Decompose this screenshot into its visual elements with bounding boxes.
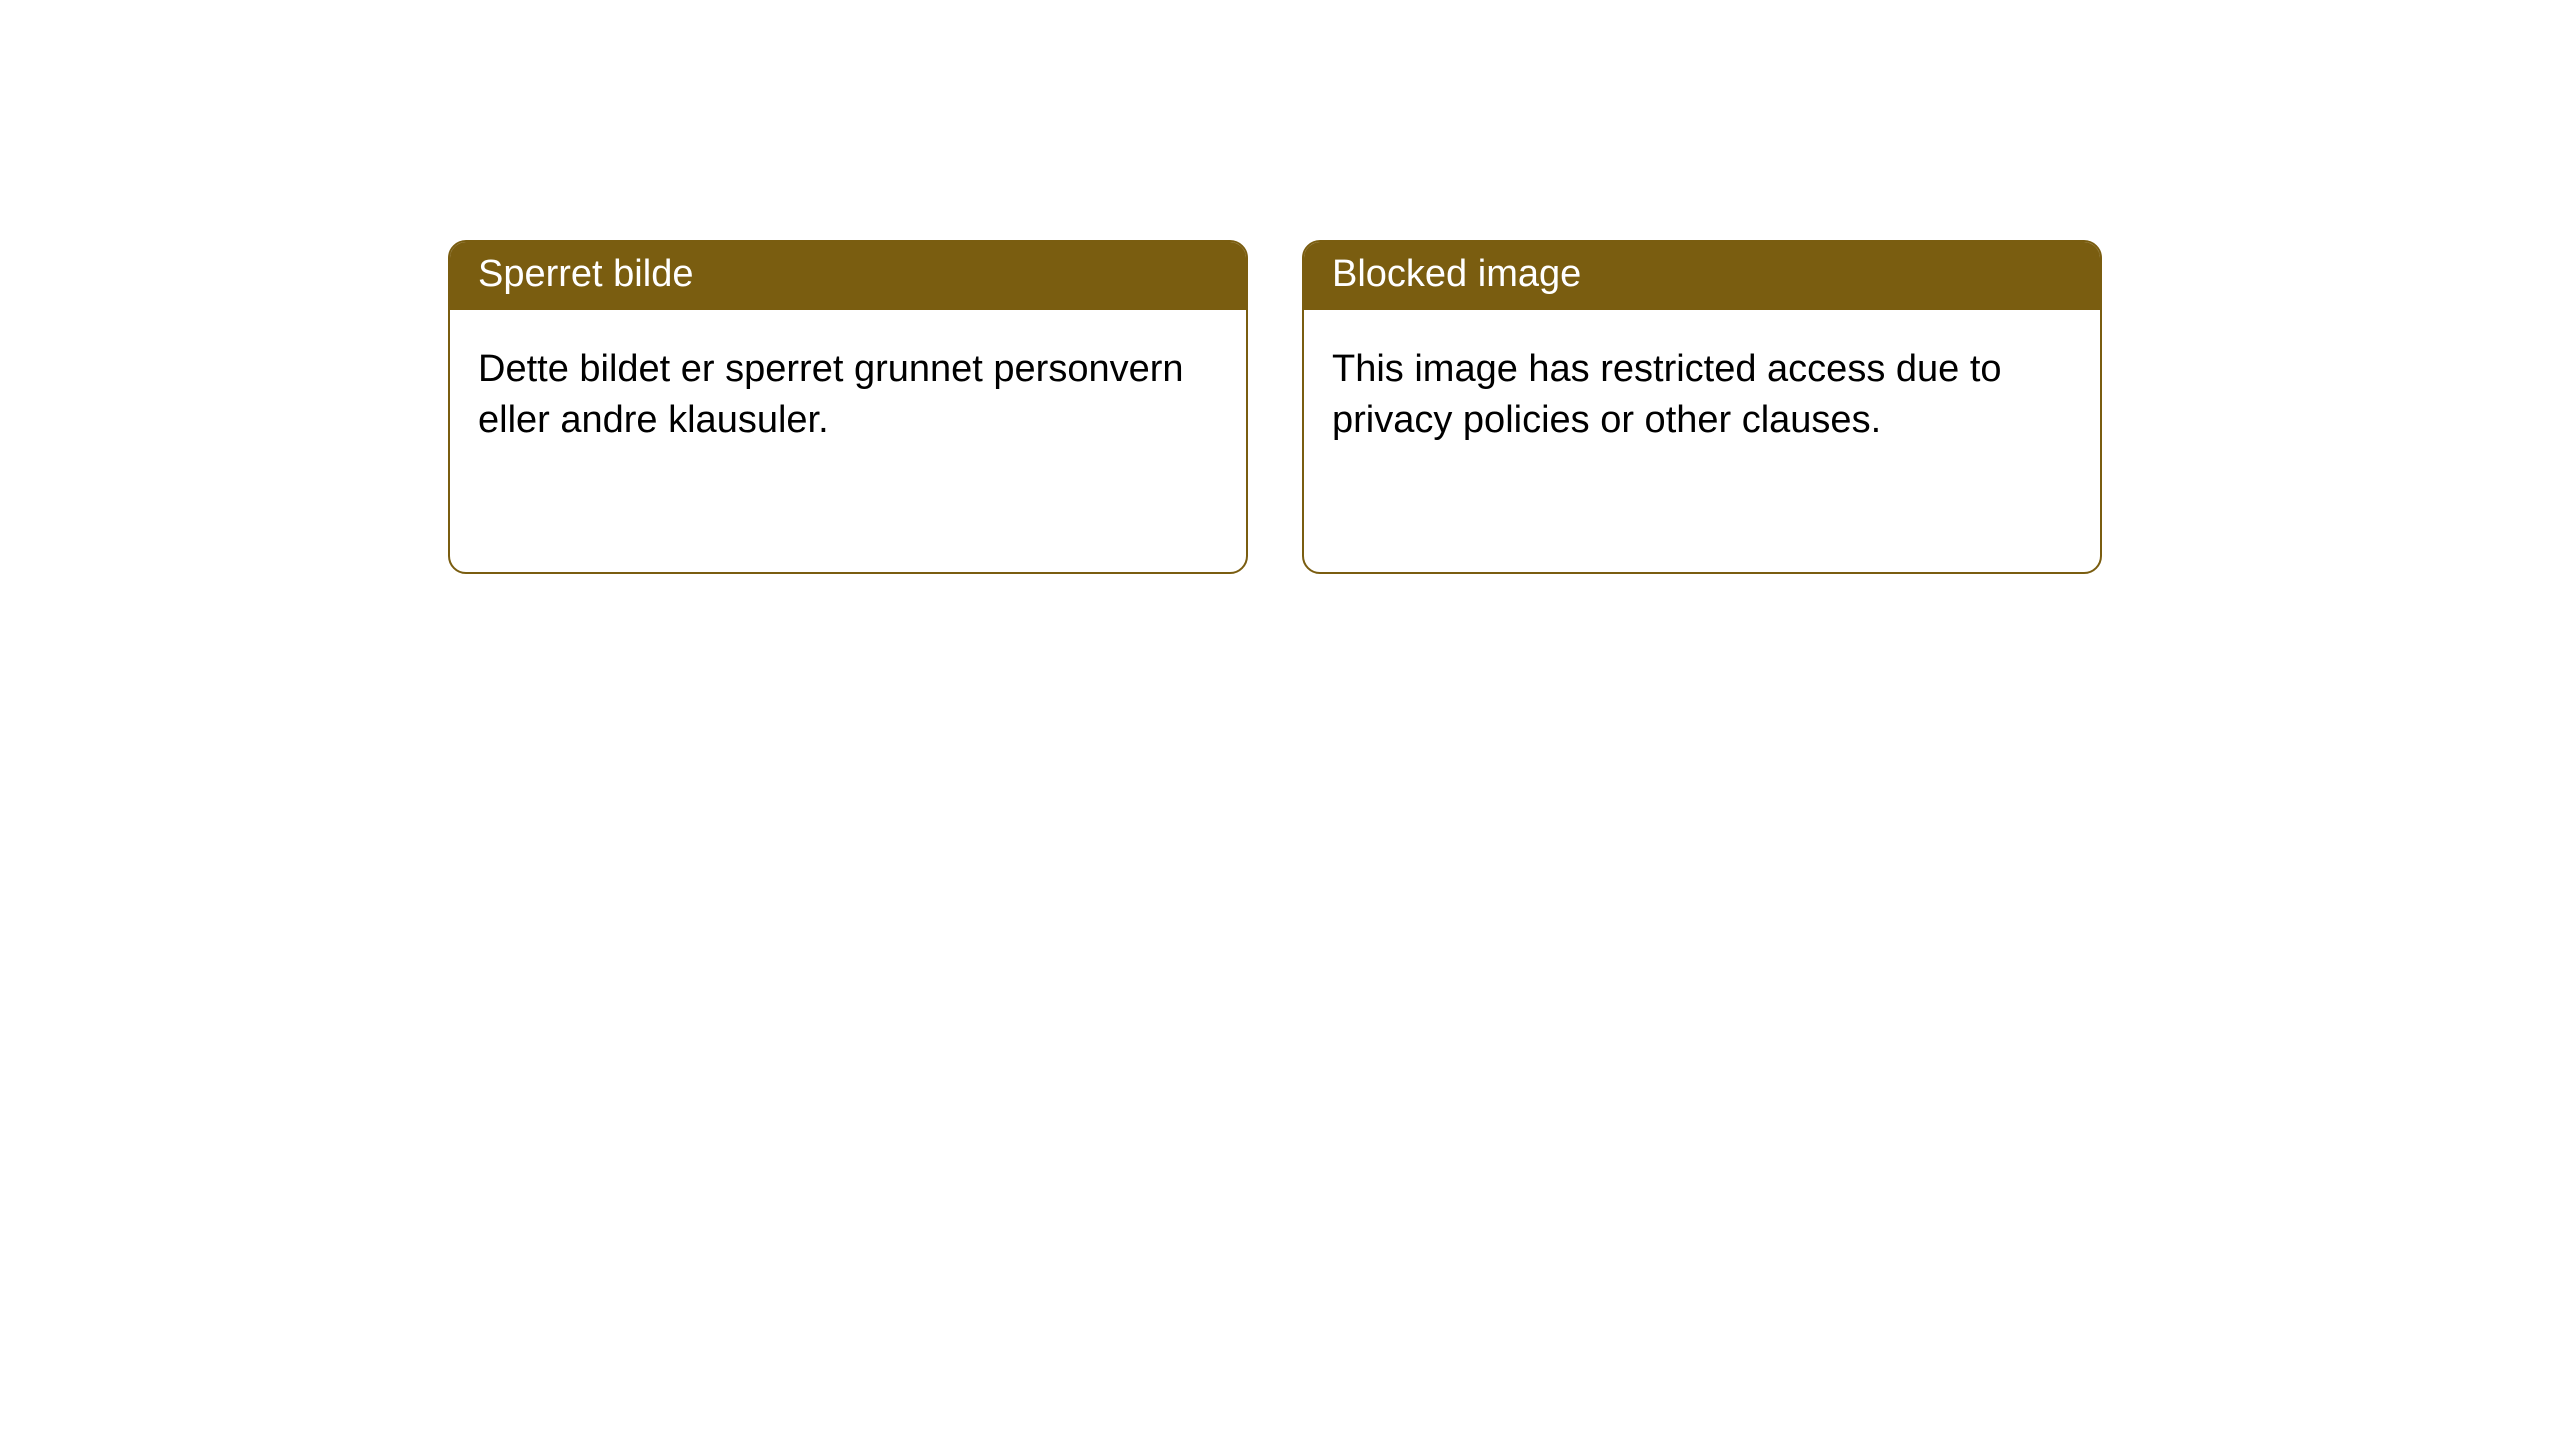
notice-card-en: Blocked image This image has restricted … xyxy=(1302,240,2102,574)
notice-body-no: Dette bildet er sperret grunnet personve… xyxy=(450,310,1246,481)
notice-body-en: This image has restricted access due to … xyxy=(1304,310,2100,481)
notice-title-en: Blocked image xyxy=(1304,242,2100,310)
notice-title-no: Sperret bilde xyxy=(450,242,1246,310)
notice-cards-row: Sperret bilde Dette bildet er sperret gr… xyxy=(448,240,2102,574)
notice-card-no: Sperret bilde Dette bildet er sperret gr… xyxy=(448,240,1248,574)
